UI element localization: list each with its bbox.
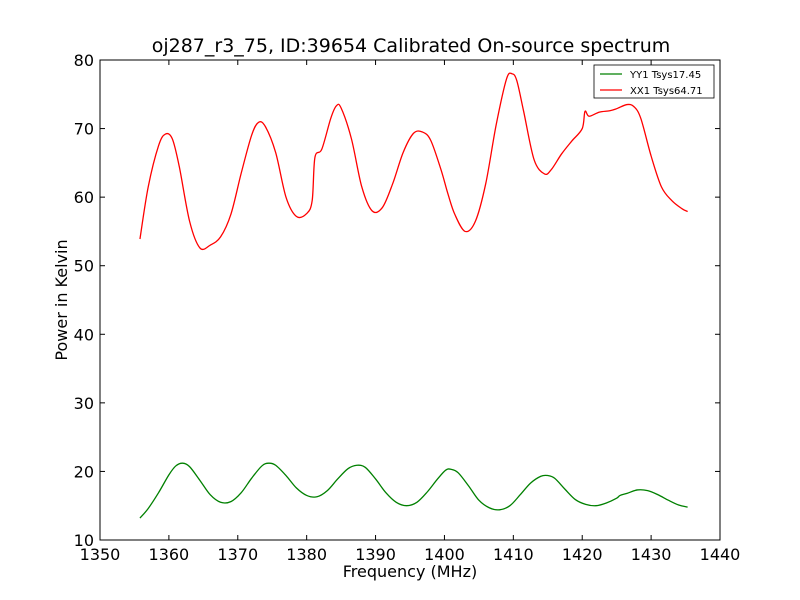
series-layer — [139, 72, 688, 519]
y-tick-label: 20 — [74, 462, 94, 481]
series-line-0 — [139, 462, 688, 519]
x-tick-label: 1410 — [493, 545, 534, 564]
legend-label: YY1 Tsys17.45 — [629, 70, 701, 81]
x-tick-label: 1370 — [217, 545, 258, 564]
axis-ticks: 1350 1360 1370 1380 1390 1400 1410 1420 1430 1440… — [74, 51, 741, 564]
x-tick-label: 1430 — [631, 545, 672, 564]
x-tick-label: 1420 — [562, 545, 603, 564]
y-tick-label: 50 — [74, 257, 94, 276]
legend: YY1 Tsys17.45 XX1 Tsys64.71 — [593, 64, 715, 99]
y-tick-label: 80 — [74, 51, 94, 70]
legend-box — [593, 64, 715, 99]
legend-entries: YY1 Tsys17.45 XX1 Tsys64.71 — [600, 70, 703, 97]
x-tick-label: 1400 — [424, 545, 465, 564]
y-tick-label: 60 — [74, 188, 94, 207]
x-tick-label: 1390 — [355, 545, 396, 564]
y-tick-label: 70 — [74, 120, 94, 139]
y-tick-label: 30 — [74, 394, 94, 413]
y-tick-label: 40 — [74, 325, 94, 344]
x-tick-label: 1350 — [80, 545, 121, 564]
y-tick-label: 10 — [74, 531, 94, 550]
x-tick-label: 1360 — [149, 545, 190, 564]
x-axis-label: Frequency (MHz) — [343, 562, 477, 581]
y-axis-label: Power in Kelvin — [52, 239, 71, 360]
plot-frame — [99, 59, 721, 541]
x-tick-label: 1380 — [286, 545, 327, 564]
series-line-1 — [139, 72, 688, 251]
chart-title: oj287_r3_75, ID:39654 Calibrated On-sour… — [152, 35, 671, 57]
x-tick-label: 1440 — [700, 545, 741, 564]
legend-label: XX1 Tsys64.71 — [630, 86, 703, 97]
